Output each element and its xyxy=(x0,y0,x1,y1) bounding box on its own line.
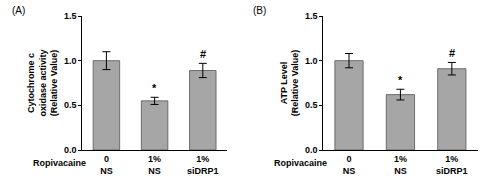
svg-text:1%siDRP1: 1%siDRP1 xyxy=(187,154,219,176)
svg-text:0.0: 0.0 xyxy=(64,145,77,155)
svg-text:ATP Level(Relative Value): ATP Level(Relative Value) xyxy=(279,50,301,117)
svg-text:0.0: 0.0 xyxy=(305,145,318,155)
svg-text:0NS: 0NS xyxy=(343,154,356,176)
svg-text:Ropivacaine: Ropivacaine xyxy=(274,158,327,168)
svg-text:#: # xyxy=(200,48,206,60)
svg-text:1%siDRP1: 1%siDRP1 xyxy=(436,154,468,176)
svg-text:*: * xyxy=(398,74,403,86)
svg-text:1.0: 1.0 xyxy=(305,56,318,66)
svg-text:Cytochrome coxidase activity(R: Cytochrome coxidase activity(Relative Va… xyxy=(26,49,59,116)
svg-text:#: # xyxy=(449,47,455,59)
svg-text:1.0: 1.0 xyxy=(64,56,77,66)
svg-text:*: * xyxy=(152,82,157,94)
svg-text:0.5: 0.5 xyxy=(305,100,318,110)
svg-text:(A): (A) xyxy=(12,5,25,16)
svg-text:1%NS: 1%NS xyxy=(394,154,407,176)
svg-text:0.5: 0.5 xyxy=(64,100,77,110)
svg-text:1%NS: 1%NS xyxy=(148,154,161,176)
svg-text:Ropivacaine: Ropivacaine xyxy=(33,158,86,168)
svg-text:0NS: 0NS xyxy=(100,154,113,176)
svg-text:1.5: 1.5 xyxy=(305,11,318,21)
svg-text:(B): (B) xyxy=(253,5,266,16)
svg-text:1.5: 1.5 xyxy=(64,11,77,21)
